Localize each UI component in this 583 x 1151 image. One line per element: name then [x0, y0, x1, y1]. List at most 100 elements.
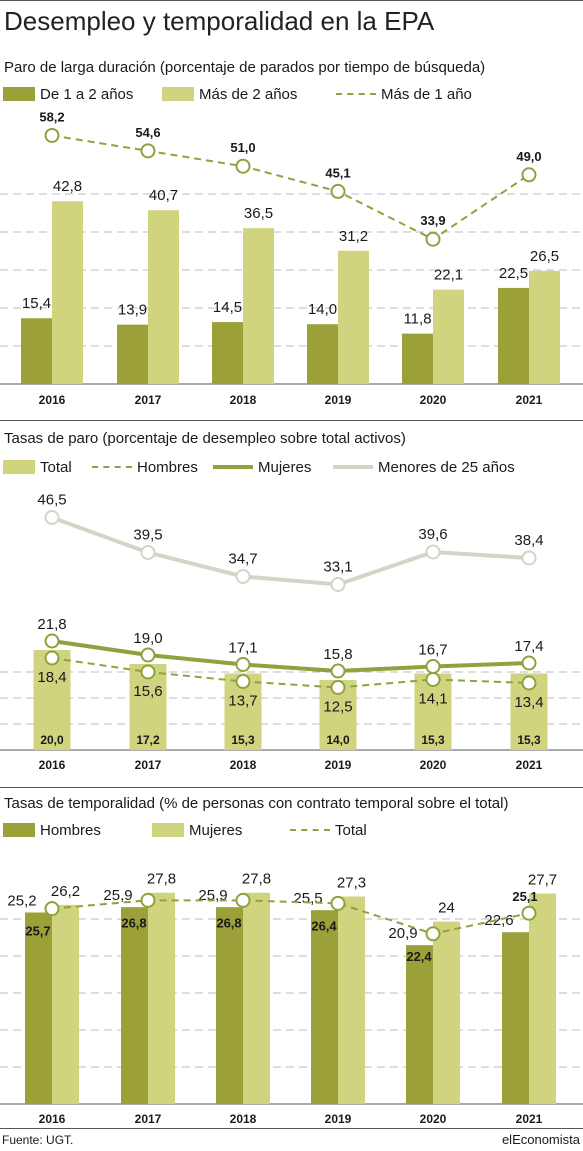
chart2-plot: 20,0 2016 17,2 2017 15,3 2018 14,0 2019 15,3 2020… [0, 492, 583, 772]
chart1-legend: De 1 a 2 años Más de 2 años Más de 1 año [0, 84, 583, 104]
line-point [44, 901, 60, 917]
data-label: 25,5 [293, 890, 322, 907]
top-rule [0, 0, 583, 1]
bar [117, 324, 148, 384]
bar-value-label: 17,2 [136, 733, 160, 747]
chart2-legend-item-4: Menores de 25 años [333, 457, 515, 477]
x-tick-label: 2018 [230, 758, 257, 772]
legend-swatch [336, 93, 376, 95]
data-label: 15,8 [323, 646, 352, 663]
x-tick-label: 2020 [420, 393, 447, 407]
chart3-legend: Hombres Mujeres Total [0, 820, 583, 840]
data-label: 27,3 [337, 875, 366, 892]
legend-label: Más de 2 años [199, 85, 298, 103]
bar [311, 910, 338, 1104]
line-point [140, 545, 156, 560]
data-label: 42,8 [53, 178, 82, 195]
legend-swatch [3, 460, 35, 474]
data-label: 15,4 [22, 295, 51, 312]
chart3-legend-item-2: Mujeres [152, 820, 242, 840]
legend-label: Total [40, 458, 72, 476]
data-label: 34,7 [228, 551, 257, 568]
legend-label: Mujeres [189, 821, 243, 839]
legend-label: Mujeres [258, 458, 312, 476]
bar [148, 210, 179, 384]
section-divider [0, 787, 583, 788]
data-label: 27,8 [147, 871, 176, 888]
chart2-legend-item-1: Total [3, 457, 72, 477]
data-label: 22,6 [484, 912, 513, 929]
legend-label: Hombres [137, 458, 198, 476]
data-label: 54,6 [135, 125, 160, 140]
legend-swatch [213, 465, 253, 469]
data-label: 15,6 [133, 683, 162, 700]
line-point [140, 143, 156, 159]
data-label: 27,8 [242, 871, 271, 888]
chart1-legend-item-2: Más de 2 años [162, 84, 297, 104]
series-line [51, 134, 530, 241]
chart3-plot: 25,2 26,2 2016 25,9 27,8 2017 25,9 27,8 2018 25,5… [0, 871, 583, 1126]
data-label: 13,7 [228, 693, 257, 710]
bar-value-label: 15,3 [231, 733, 255, 747]
chart1-legend-item-1: De 1 a 2 años [3, 84, 133, 104]
series-line [51, 515, 530, 587]
bar [338, 250, 369, 384]
bar [529, 270, 560, 384]
bar [121, 907, 148, 1104]
data-label: 17,4 [514, 638, 543, 655]
data-label: 22,5 [499, 265, 528, 282]
bar [243, 228, 274, 384]
data-label: 20,9 [388, 925, 417, 942]
chart2-title: Tasas de paro (porcentaje de desempleo s… [4, 430, 406, 447]
x-tick-label: 2017 [135, 393, 162, 407]
bar [307, 324, 338, 384]
legend-label: Total [335, 821, 367, 839]
chart1-plot: 15,4 42,8 2016 13,9 40,7 2017 14,5 36,5 2018 14,0… [0, 109, 583, 407]
legend-swatch [3, 823, 35, 837]
bar [21, 318, 52, 384]
data-label: 33,1 [323, 559, 352, 576]
data-label: 46,5 [37, 492, 66, 509]
line-point [44, 127, 60, 143]
chart3-legend-item-1: Hombres [3, 820, 101, 840]
data-label: 14,1 [418, 691, 447, 708]
series-line [51, 657, 530, 689]
chart2-legend-item-3: Mujeres [213, 457, 311, 477]
line-point [521, 905, 537, 921]
data-label: 51,0 [230, 140, 255, 155]
bar [529, 893, 556, 1104]
data-label: 24 [438, 900, 455, 917]
data-label: 33,9 [420, 213, 445, 228]
line-point [521, 655, 537, 671]
chart2-legend-item-2: Hombres [92, 457, 198, 477]
bar [406, 945, 433, 1104]
data-label: 31,2 [339, 228, 368, 245]
data-label: 13,9 [118, 302, 147, 319]
line-point [521, 550, 537, 566]
x-tick-label: 2018 [230, 1112, 257, 1126]
data-label: 25,9 [103, 887, 132, 904]
series-line [51, 899, 530, 935]
line-point [425, 926, 441, 942]
page-title: Desempleo y temporalidad en la EPA [4, 6, 435, 36]
x-tick-label: 2021 [516, 393, 543, 407]
line-point [44, 650, 60, 666]
legend-label: Más de 1 año [381, 85, 472, 103]
data-label: 22,4 [406, 949, 432, 964]
bar [433, 289, 464, 384]
line-point [140, 647, 156, 663]
legend-swatch [3, 87, 35, 101]
x-tick-label: 2017 [135, 758, 162, 772]
data-label: 38,4 [514, 532, 543, 549]
data-label: 11,8 [403, 311, 431, 328]
bar [338, 896, 365, 1104]
legend-label: Menores de 25 años [378, 458, 515, 476]
x-tick-label: 2019 [325, 393, 352, 407]
line-point [425, 544, 441, 560]
line-point [425, 672, 441, 687]
line-point [330, 183, 346, 199]
x-tick-label: 2020 [420, 758, 447, 772]
bar-value-label: 15,3 [421, 733, 445, 747]
line-point [521, 167, 537, 183]
